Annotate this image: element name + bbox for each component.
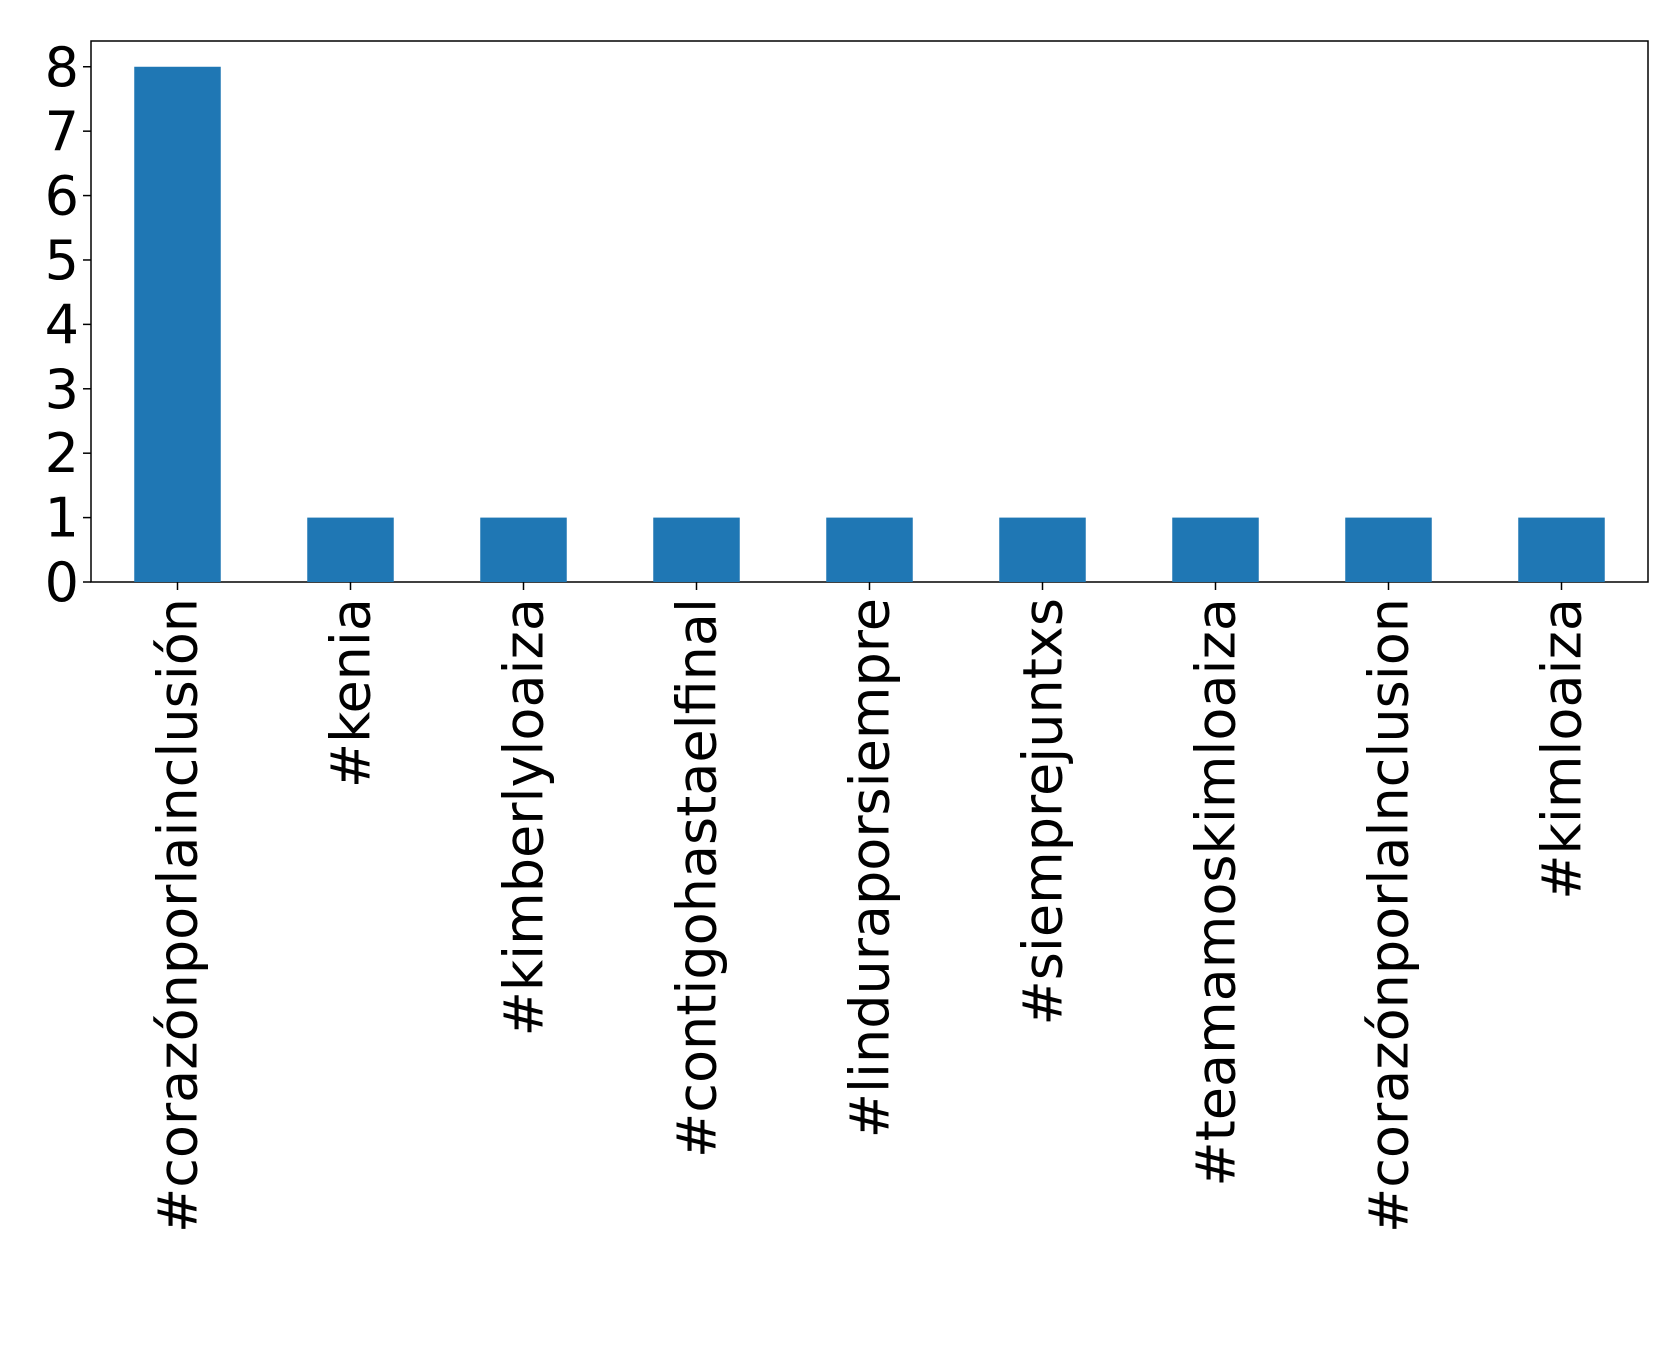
y-tick-label: 2: [45, 422, 79, 485]
y-tick-label: 7: [45, 100, 79, 163]
x-tick-label: #corazónporlalnclusion: [1358, 598, 1421, 1233]
y-tick-label: 6: [45, 165, 79, 228]
x-tick-label: #linduraporsiempre: [839, 598, 902, 1138]
bar: [134, 66, 221, 582]
y-tick-label: 1: [45, 487, 79, 550]
x-tick-label: #corazónporlainclusión: [147, 598, 210, 1233]
plot-frame: [90, 40, 1649, 583]
x-tick-label: #contigohastaelfinal: [666, 598, 729, 1158]
y-tick-label: 8: [45, 36, 79, 99]
x-tick-label: #kenia: [320, 598, 383, 788]
y-tick-label: 5: [45, 229, 79, 292]
bar: [1345, 517, 1432, 582]
x-tick-label: #teamamoskimloaiza: [1185, 598, 1248, 1187]
bar: [1172, 517, 1259, 582]
y-tick-label: 4: [45, 293, 79, 356]
x-tick-label: #kimloaiza: [1531, 598, 1594, 900]
bar: [480, 517, 567, 582]
bar: [826, 517, 913, 582]
y-tick-label: 3: [45, 358, 79, 421]
bar: [653, 517, 740, 582]
x-tick-label: #kimberlyloaiza: [493, 598, 556, 1036]
bar: [999, 517, 1086, 582]
y-tick-label: 0: [45, 551, 79, 614]
x-tick-label: #siemprejuntxs: [1012, 598, 1075, 1025]
bar: [1518, 517, 1605, 582]
bar: [307, 517, 394, 582]
